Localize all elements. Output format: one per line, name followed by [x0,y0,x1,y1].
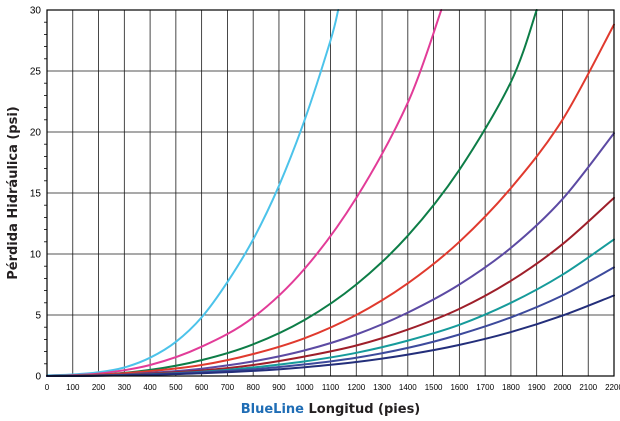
y-tick-label: 15 [30,189,42,200]
x-tick-label: 1200 [347,383,365,392]
x-tick-label: 700 [221,383,235,392]
x-tick-label: 900 [272,383,286,392]
chart-series [46,9,615,377]
x-tick-label: 1100 [322,383,340,392]
x-tick-label: 0 [45,383,50,392]
x-tick-label: 1400 [399,383,417,392]
series-line-9 [46,294,615,377]
x-tick-label: 1300 [373,383,391,392]
y-axis-title: Pérdida Hidráulica (psi) [6,106,21,280]
x-tick-label: 800 [247,383,261,392]
x-tick-label: 300 [118,383,132,392]
x-tick-label: 100 [66,383,80,392]
x-axis-title-brand: BlueLine [241,402,304,417]
x-tick-label: 400 [143,383,157,392]
y-tick-label: 25 [30,67,42,78]
x-axis-title: BlueLine Longitud (pies) [241,402,421,417]
x-tick-label: 1000 [296,383,314,392]
x-tick-label: 1500 [425,383,443,392]
y-tick-label: 0 [35,372,41,383]
chart-grid [44,9,615,377]
y-tick-label: 10 [30,250,42,261]
plot-frame [46,9,615,377]
y-tick-label: 30 [30,6,42,17]
x-tick-label: 2100 [579,383,597,392]
x-tick-label: 2000 [554,383,572,392]
x-tick-label: 1900 [528,383,546,392]
series-line-4 [46,23,615,377]
x-tick-label: 200 [92,383,106,392]
series-line-1 [46,9,340,377]
x-tick-label: 600 [195,383,209,392]
x-tick-label: 1700 [476,383,494,392]
y-axis-tick-labels: 0 5 10 15 20 25 30 [30,6,42,383]
x-tick-label: 1800 [502,383,520,392]
series-line-2 [46,9,443,377]
x-tick-label: 1600 [450,383,468,392]
x-tick-label: 500 [169,383,183,392]
y-tick-label: 5 [35,311,41,322]
x-axis-title-rest: Longitud (pies) [304,402,420,417]
y-tick-label: 20 [30,128,42,139]
x-axis-tick-labels: 0 100 200 300 400 500 600 700 800 900 1000 1100 1200… [45,383,620,392]
